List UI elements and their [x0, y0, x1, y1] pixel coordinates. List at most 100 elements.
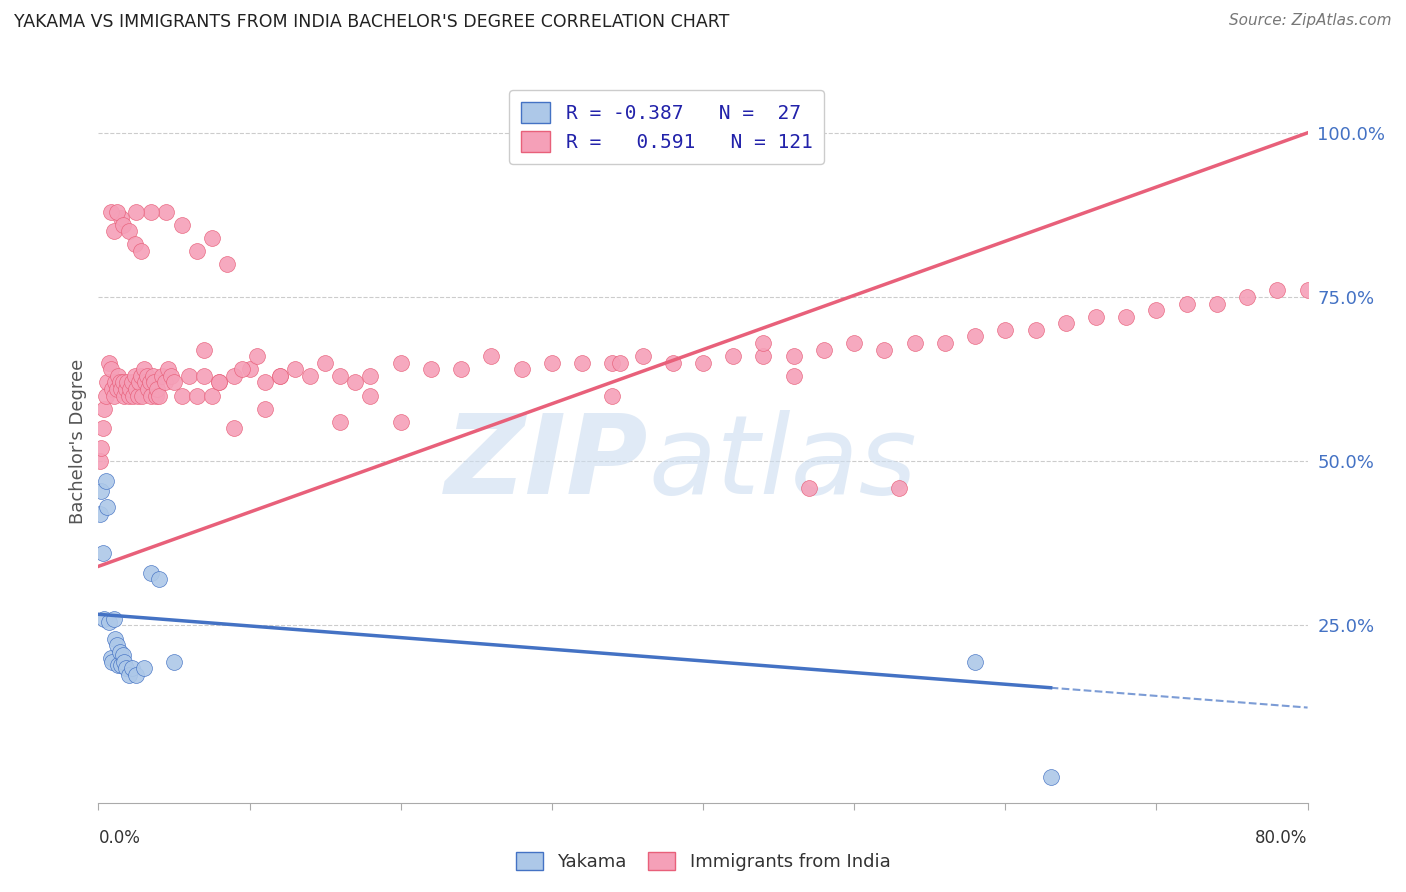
Point	[156, 362, 179, 376]
Point	[135, 368, 157, 383]
Point	[208, 376, 231, 390]
Point	[110, 657, 132, 672]
Point	[127, 388, 149, 402]
Point	[1024, 323, 1046, 337]
Point	[125, 382, 148, 396]
Point	[131, 388, 153, 402]
Point	[98, 356, 121, 370]
Point	[231, 362, 253, 376]
Point	[994, 323, 1017, 337]
Text: 80.0%: 80.0%	[1256, 829, 1308, 847]
Point	[692, 356, 714, 370]
Point	[163, 655, 186, 669]
Point	[139, 376, 162, 390]
Point	[103, 388, 125, 402]
Point	[201, 388, 224, 402]
Point	[450, 362, 472, 376]
Point	[420, 362, 443, 376]
Point	[114, 382, 136, 396]
Point	[128, 376, 150, 390]
Point	[121, 376, 143, 390]
Point	[160, 368, 183, 383]
Point	[360, 368, 382, 383]
Point	[100, 204, 122, 219]
Text: atlas: atlas	[648, 409, 917, 516]
Point	[90, 483, 112, 498]
Point	[299, 368, 322, 383]
Point	[110, 211, 132, 226]
Point	[112, 388, 135, 402]
Point	[170, 388, 193, 402]
Point	[329, 415, 352, 429]
Point	[118, 388, 141, 402]
Point	[143, 376, 166, 390]
Point	[89, 507, 111, 521]
Point	[100, 362, 122, 376]
Point	[186, 244, 208, 258]
Point	[89, 454, 111, 468]
Point	[481, 349, 503, 363]
Point	[314, 356, 336, 370]
Point	[783, 349, 806, 363]
Point	[609, 356, 631, 370]
Point	[104, 376, 127, 390]
Point	[100, 651, 122, 665]
Point	[239, 362, 262, 376]
Point	[360, 388, 382, 402]
Point	[934, 336, 956, 351]
Point	[96, 376, 118, 390]
Point	[145, 388, 167, 402]
Y-axis label: Bachelor's Degree: Bachelor's Degree	[69, 359, 87, 524]
Point	[103, 612, 125, 626]
Text: 0.0%: 0.0%	[98, 829, 141, 847]
Point	[129, 368, 152, 383]
Point	[201, 231, 224, 245]
Point	[118, 667, 141, 681]
Point	[150, 368, 173, 383]
Point	[813, 343, 835, 357]
Point	[215, 257, 238, 271]
Point	[103, 224, 125, 238]
Point	[253, 376, 276, 390]
Point	[98, 615, 121, 630]
Point	[179, 368, 201, 383]
Point	[132, 661, 155, 675]
Point	[91, 421, 114, 435]
Point	[125, 667, 148, 681]
Point	[122, 388, 145, 402]
Point	[246, 349, 269, 363]
Point	[142, 368, 165, 383]
Point	[91, 546, 114, 560]
Point	[93, 401, 115, 416]
Point	[94, 388, 117, 402]
Point	[101, 655, 124, 669]
Point	[631, 349, 654, 363]
Point	[873, 343, 896, 357]
Point	[111, 218, 134, 232]
Point	[110, 382, 132, 396]
Point	[108, 376, 131, 390]
Point	[125, 204, 148, 219]
Point	[93, 612, 115, 626]
Point	[120, 382, 142, 396]
Point	[1236, 290, 1258, 304]
Point	[148, 388, 170, 402]
Point	[111, 648, 134, 662]
Point	[269, 368, 291, 383]
Point	[783, 368, 806, 383]
Point	[1039, 770, 1062, 784]
Point	[107, 657, 129, 672]
Point	[132, 362, 155, 376]
Point	[155, 204, 177, 219]
Point	[1267, 284, 1289, 298]
Point	[104, 632, 127, 646]
Point	[114, 661, 136, 675]
Point	[94, 474, 117, 488]
Point	[105, 382, 128, 396]
Point	[1357, 270, 1379, 285]
Point	[141, 204, 163, 219]
Point	[1054, 316, 1077, 330]
Point	[141, 566, 163, 580]
Point	[965, 329, 987, 343]
Point	[111, 376, 134, 390]
